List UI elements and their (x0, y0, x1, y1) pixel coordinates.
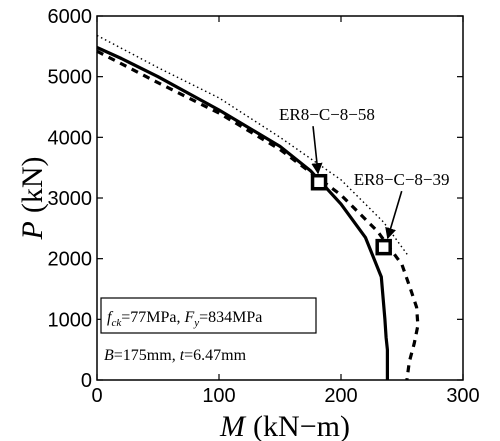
marker-arrow (311, 126, 323, 175)
curve-dotted (96, 34, 409, 257)
b-symbol: B (104, 347, 114, 364)
x-tick-label: 200 (324, 385, 357, 407)
y-tick-label: 1000 (48, 309, 93, 331)
fck-symbol: f (107, 309, 114, 326)
y-tick-label: 5000 (48, 67, 93, 89)
x-tick-label: 300 (446, 385, 479, 407)
y-tick-label: 6000 (48, 6, 93, 28)
t-value: =6.47mm (184, 347, 246, 364)
y-tick-label: 4000 (48, 127, 93, 149)
x-axis-var: M (219, 410, 247, 441)
fy-symbol: F (183, 309, 194, 326)
x-tick-label: 0 (91, 385, 102, 407)
marker-arrow (385, 190, 403, 240)
fy-subscript: y (193, 317, 199, 329)
x-tick-label: 100 (202, 385, 235, 407)
test-marker (310, 173, 328, 191)
fck-subscript: ck (111, 317, 122, 329)
curve-solid (96, 46, 389, 380)
x-axis-label: M (kN−m) (219, 410, 350, 441)
y-tick-label: 2000 (48, 249, 93, 271)
marker-label: ER8−C−8−39 (354, 170, 450, 189)
curves (96, 34, 420, 381)
b-value: =175mm, (114, 347, 180, 364)
y-tick-label: 3000 (48, 188, 93, 210)
y-axis-var: P (16, 221, 49, 240)
fy-value: =834MPa (199, 309, 262, 326)
marker-label: ER8−C−8−58 (279, 105, 375, 124)
test-markers: ER8−C−8−58 ER8−C−8−39 (279, 105, 450, 256)
x-axis-unit: (kN−m) (253, 410, 350, 441)
y-tick-label: 0 (81, 370, 92, 392)
y-axis-label: P (kN) (16, 157, 49, 241)
fck-value: =77MPa, (121, 309, 184, 326)
property-box (100, 297, 317, 334)
test-marker (375, 238, 392, 256)
geometry-text: B=175mm, t=6.47mm (104, 347, 247, 364)
property-text: fck=77MPa, Fy=834MPa (107, 309, 262, 329)
y-axis-unit: (kN) (16, 157, 49, 214)
curve-dashed (96, 49, 420, 381)
t-symbol: t (180, 347, 185, 364)
